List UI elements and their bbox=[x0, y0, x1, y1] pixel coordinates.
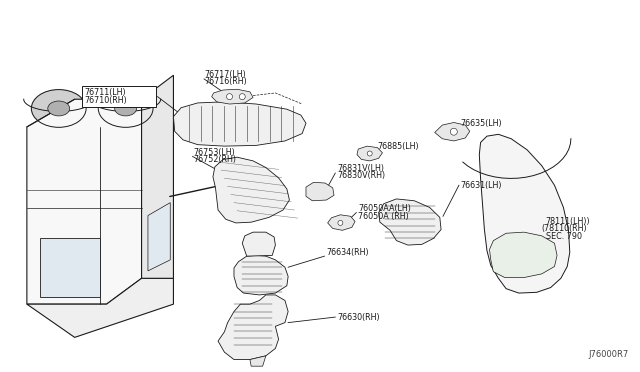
Text: 78111(LH)): 78111(LH)) bbox=[545, 217, 589, 226]
Polygon shape bbox=[306, 182, 334, 201]
Text: 76716(RH): 76716(RH) bbox=[204, 77, 247, 86]
Polygon shape bbox=[490, 232, 557, 278]
Text: 76634(RH): 76634(RH) bbox=[326, 248, 369, 257]
Polygon shape bbox=[173, 102, 306, 146]
Circle shape bbox=[451, 128, 458, 135]
Ellipse shape bbox=[48, 101, 70, 116]
Polygon shape bbox=[27, 278, 173, 337]
Polygon shape bbox=[27, 99, 141, 304]
Polygon shape bbox=[212, 89, 253, 104]
Ellipse shape bbox=[99, 90, 153, 127]
Text: 76635(LH): 76635(LH) bbox=[460, 119, 502, 128]
Polygon shape bbox=[479, 134, 570, 293]
Text: 76050A (RH): 76050A (RH) bbox=[358, 212, 409, 221]
Ellipse shape bbox=[115, 101, 136, 116]
Polygon shape bbox=[40, 238, 100, 297]
Text: 76711(LH): 76711(LH) bbox=[84, 89, 126, 97]
Polygon shape bbox=[250, 356, 266, 366]
Text: 76630(RH): 76630(RH) bbox=[337, 312, 380, 321]
Text: 76830V(RH): 76830V(RH) bbox=[338, 171, 386, 180]
Polygon shape bbox=[357, 146, 383, 161]
Text: 76753(LH): 76753(LH) bbox=[194, 148, 236, 157]
Polygon shape bbox=[141, 75, 173, 278]
Circle shape bbox=[239, 94, 245, 100]
Text: 76885(LH): 76885(LH) bbox=[378, 142, 419, 151]
Text: 76710(RH): 76710(RH) bbox=[84, 96, 127, 105]
Circle shape bbox=[338, 221, 343, 225]
Text: SEC. 790: SEC. 790 bbox=[546, 232, 582, 241]
Bar bbox=[83, 86, 156, 107]
Text: J76000R7: J76000R7 bbox=[588, 350, 628, 359]
Circle shape bbox=[367, 151, 372, 156]
Text: (78110(RH): (78110(RH) bbox=[541, 224, 588, 233]
Polygon shape bbox=[328, 215, 355, 230]
Text: 76752(RH): 76752(RH) bbox=[194, 155, 237, 164]
Polygon shape bbox=[435, 122, 470, 141]
Polygon shape bbox=[379, 199, 441, 245]
Polygon shape bbox=[243, 232, 275, 256]
Text: 76631(LH): 76631(LH) bbox=[460, 181, 502, 190]
Polygon shape bbox=[148, 203, 170, 271]
Text: 76050AA(LH): 76050AA(LH) bbox=[358, 203, 411, 213]
Circle shape bbox=[227, 94, 232, 100]
Text: 76831V(LH): 76831V(LH) bbox=[338, 164, 385, 173]
Polygon shape bbox=[234, 256, 288, 295]
Polygon shape bbox=[218, 295, 288, 359]
Text: 76717(LH): 76717(LH) bbox=[204, 70, 246, 79]
Polygon shape bbox=[213, 157, 289, 223]
Ellipse shape bbox=[31, 90, 86, 127]
